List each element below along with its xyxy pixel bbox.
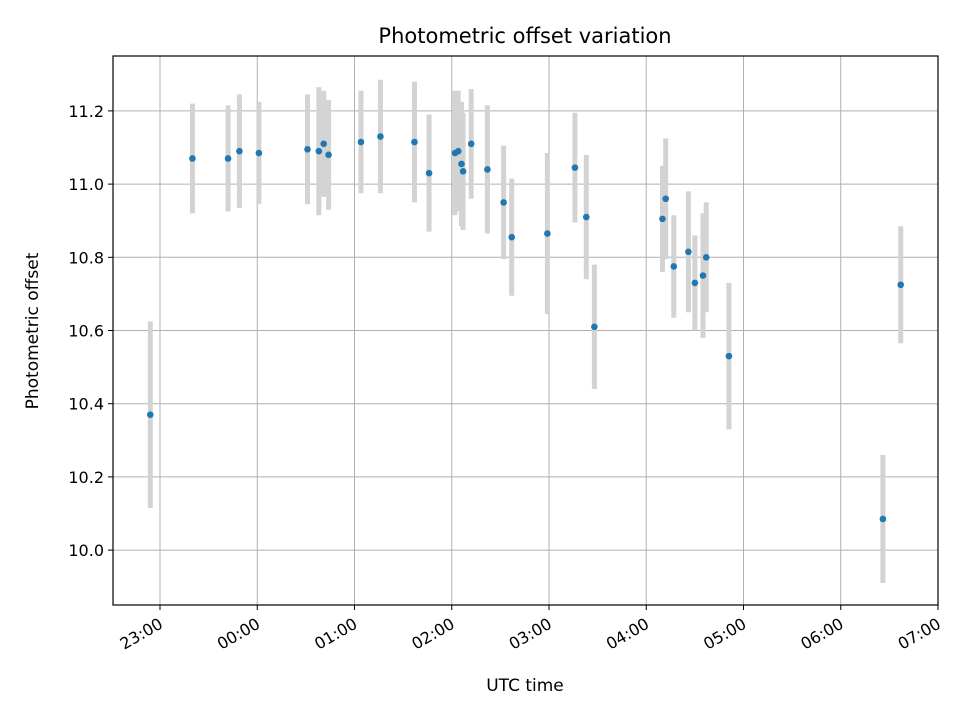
data-point [357, 138, 365, 146]
data-point [725, 352, 733, 360]
data-point [146, 411, 154, 418]
data-point [467, 140, 475, 148]
data-point [377, 133, 384, 140]
x-tick-label: 01:00 [311, 614, 360, 654]
data-point [325, 151, 332, 159]
x-tick-label: 07:00 [895, 614, 944, 654]
data-point [454, 147, 462, 155]
x-tick-label: 00:00 [214, 614, 263, 654]
data-point [591, 323, 598, 331]
y-tick-label: 10.6 [68, 322, 104, 341]
data-point [411, 138, 418, 146]
data-point [897, 281, 905, 289]
data-point [685, 248, 692, 256]
x-tick-label: 05:00 [700, 614, 749, 654]
x-tick-label: 02:00 [408, 614, 457, 654]
data-point [320, 140, 328, 148]
y-tick-label: 10.0 [68, 541, 104, 560]
error-bars [147, 79, 904, 584]
data-point [484, 166, 491, 173]
y-axis: 10.0 10.2 10.4 10.6 10.8 11.0 11.2 [68, 102, 113, 560]
y-tick-label: 10.8 [68, 248, 104, 267]
data-point [662, 195, 670, 203]
x-axis: 23:00 00:00 01:00 02:00 03:00 04:00 05:00 06:00… [117, 605, 944, 654]
y-tick-label: 11.2 [68, 102, 104, 121]
data-point [224, 155, 232, 162]
data-point [691, 279, 699, 287]
data-point [425, 169, 433, 177]
data-point [458, 160, 465, 168]
data-point [236, 147, 243, 155]
data-point [879, 515, 887, 523]
x-axis-label: UTC time [486, 676, 564, 696]
x-tick-label: 06:00 [797, 614, 846, 654]
y-tick-label: 11.0 [68, 175, 104, 194]
x-tick-label: 03:00 [506, 614, 555, 654]
x-tick-label: 23:00 [117, 614, 166, 654]
data-point [255, 149, 263, 157]
data-point [670, 263, 678, 270]
chart-title: Photometric offset variation [378, 24, 671, 48]
data-point [304, 146, 311, 153]
y-axis-label: Photometric offset [23, 252, 43, 409]
data-point [500, 199, 507, 206]
data-point [659, 215, 666, 223]
data-point [315, 147, 323, 155]
data-point [699, 272, 707, 279]
data-point [582, 213, 590, 221]
data-point [544, 230, 551, 237]
data-point [508, 233, 516, 241]
data-point [571, 164, 579, 171]
x-tick-label: 04:00 [603, 614, 652, 654]
y-tick-label: 10.2 [68, 468, 104, 487]
data-point [189, 155, 196, 162]
data-points [146, 133, 905, 523]
y-tick-label: 10.4 [68, 395, 104, 414]
grid [113, 56, 939, 605]
data-point [459, 167, 467, 175]
data-point [702, 253, 710, 261]
